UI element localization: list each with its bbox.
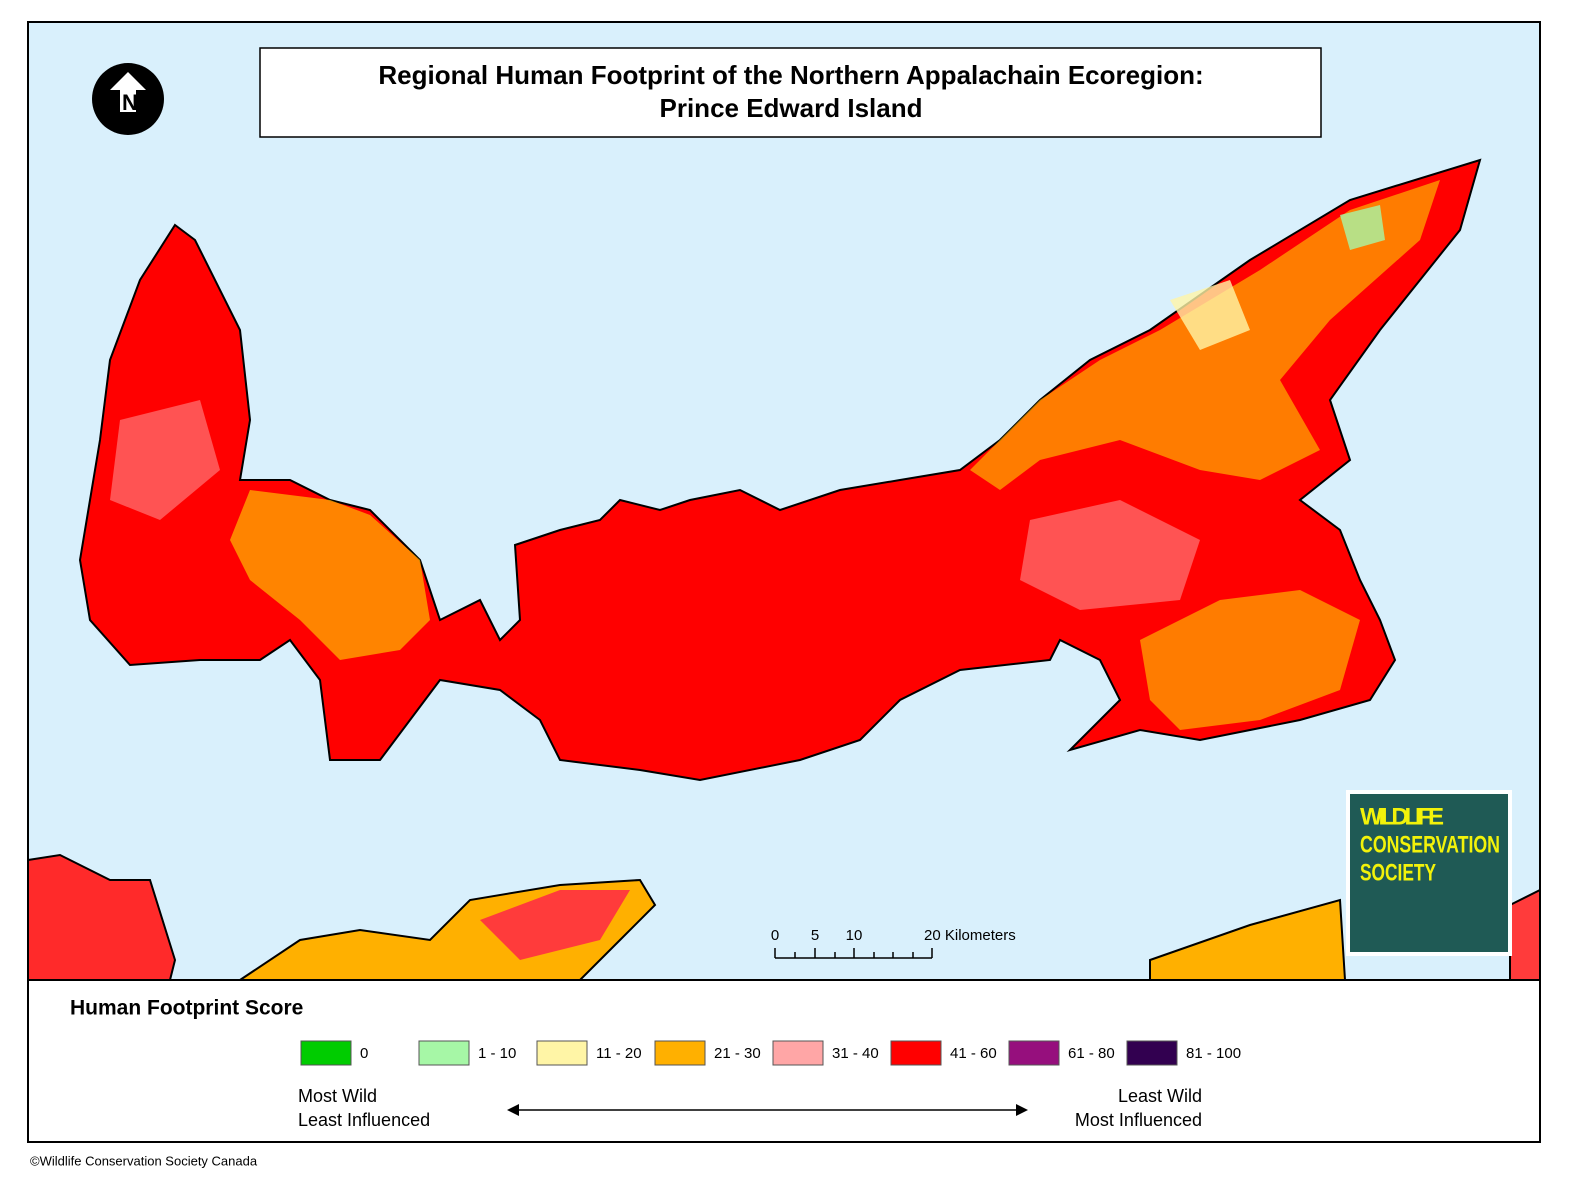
legend-end-label: Most Influenced [1075, 1110, 1202, 1130]
island [78, 158, 1482, 782]
legend-swatch [536, 1040, 588, 1066]
north-label: N [122, 90, 138, 115]
legend-label: 11 - 20 [596, 1045, 642, 1062]
land-patch [1140, 590, 1360, 730]
logo [1350, 794, 1508, 952]
legend-label: 41 - 60 [950, 1045, 997, 1062]
logo-text: SOCIETY [1360, 859, 1436, 886]
north-arrow-shape [110, 72, 146, 112]
legend-label: 81 - 100 [1186, 1045, 1241, 1062]
legend-end-label: Most Wild [298, 1086, 377, 1106]
land-patch [230, 490, 430, 660]
legend-swatch [654, 1040, 706, 1066]
scale-label: 5 [811, 927, 819, 944]
legend-swatch [300, 1040, 352, 1066]
legend-swatch [1008, 1040, 1060, 1066]
logo-text: WILDLIFE [1360, 803, 1444, 830]
legend-label: 61 - 80 [1068, 1045, 1115, 1062]
title-box [259, 47, 1322, 138]
legend-end-label: Least Wild [1118, 1086, 1202, 1106]
legend-end-label: Least Influenced [298, 1110, 430, 1130]
legend-swatch [418, 1040, 470, 1066]
scale-bar [774, 948, 933, 959]
map-title: Regional Human Footprint of the Northern… [378, 60, 1203, 90]
legend-label: 21 - 30 [714, 1045, 761, 1062]
scale-label: 0 [771, 927, 779, 944]
legend-label: 1 - 10 [478, 1045, 516, 1062]
legend-swatch [772, 1040, 824, 1066]
legend-label: 31 - 40 [832, 1045, 879, 1062]
legend-title: Human Footprint Score [70, 997, 303, 1020]
land-patch [1020, 500, 1200, 610]
mainland [1509, 888, 1541, 981]
scale-label: 10 [846, 927, 863, 944]
map-title: Prince Edward Island [660, 93, 923, 123]
logo-text: CONSERVATION [1360, 831, 1500, 858]
legend-swatch [1126, 1040, 1178, 1066]
legend-label: 0 [360, 1045, 368, 1062]
copyright: ©Wildlife Conservation Society Canada [30, 1153, 258, 1168]
land-patch [1170, 280, 1250, 350]
legend-swatch [890, 1040, 942, 1066]
scale-label: 20 Kilometers [924, 927, 1016, 944]
land-patch [1340, 205, 1385, 250]
mainland-patch [480, 890, 630, 960]
mainland [1149, 898, 1347, 981]
land-patch [110, 400, 220, 520]
legend-items: 0 1 - 10 11 - 20 21 - 30 31 - 40 41 - 60 61 - … [300, 1040, 1241, 1066]
